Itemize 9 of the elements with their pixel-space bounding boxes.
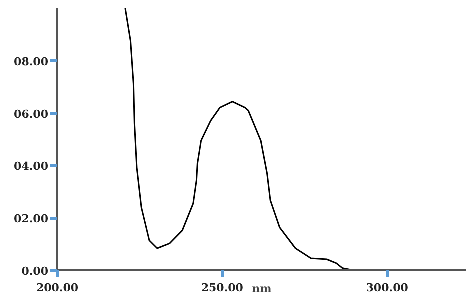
x-tick-label: 300.00 xyxy=(366,282,409,294)
y-tick-label: 0.00 xyxy=(22,265,49,278)
y-tick-label: 06.00 xyxy=(14,108,49,121)
y-tick-label: 04.00 xyxy=(14,160,49,174)
y-tick-label: 08.00 xyxy=(14,55,49,68)
x-tick-label: 200.00 xyxy=(36,282,79,294)
x-axis-title: nm xyxy=(252,282,272,296)
y-tick-label: 02.00 xyxy=(14,212,49,226)
x-tick-label: 250.00 xyxy=(201,282,244,294)
